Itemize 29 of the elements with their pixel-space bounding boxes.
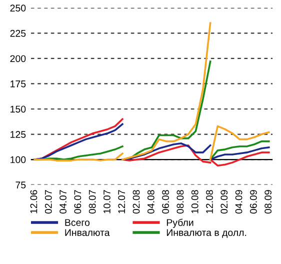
x-tick-label: 12.07: [118, 190, 126, 214]
legend-label: Всего: [65, 219, 90, 226]
x-tick-label: 02.08: [132, 190, 140, 214]
x-tick-label: 08.09: [264, 190, 272, 214]
x-tick-label: 04.07: [60, 190, 66, 214]
legend-label: Инвалюта: [65, 229, 110, 236]
y-tick-label: 125: [10, 130, 26, 138]
x-tick-label: 12.06: [30, 190, 38, 214]
x-tick-label: 06.09: [250, 190, 257, 214]
x-tick-label: 08.07: [88, 190, 96, 214]
y-tick-label: 225: [10, 30, 26, 37]
x-tick-label: 04.09: [235, 190, 242, 214]
y-tick-label: 75: [16, 182, 26, 188]
x-tick-label: 12.08: [206, 190, 213, 214]
x-tick-label: 10.08: [191, 190, 198, 214]
y-tick-label: 150: [10, 106, 26, 113]
y-tick-label: 250: [10, 4, 26, 12]
x-tick-label: 10.07: [104, 190, 110, 214]
y-tick-label: 200: [10, 55, 26, 62]
y-tick-label: 100: [10, 156, 26, 164]
x-tick-label: 06.07: [74, 190, 82, 214]
y-tick-label: 175: [10, 80, 26, 88]
x-tick-label: 06.08: [162, 190, 169, 214]
x-tick-label: 08.08: [176, 190, 184, 214]
legend-label: Инвалюта в долл.: [166, 229, 246, 238]
x-tick-label: 02.09: [220, 190, 228, 214]
x-tick-label: 02.07: [44, 190, 52, 214]
legend-label: Рубли: [166, 218, 194, 228]
x-tick-label: 04.08: [147, 190, 154, 214]
